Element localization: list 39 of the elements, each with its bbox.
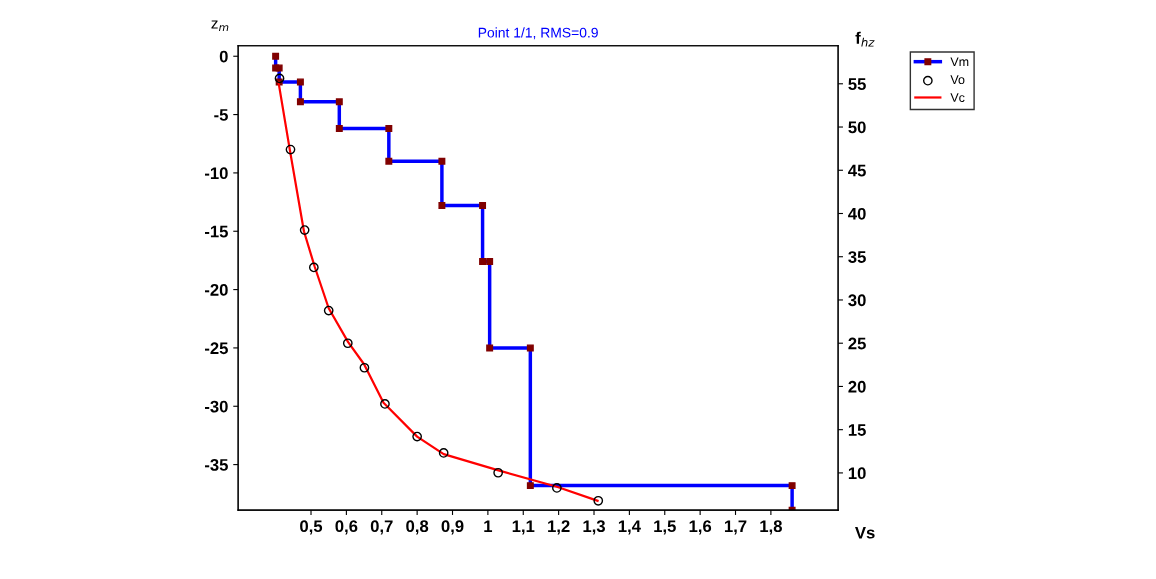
y2-tick-label: 10	[848, 467, 866, 480]
chart-title: Point 1/1, RMS=0.9	[478, 27, 598, 40]
x-tick-label: 1,1	[512, 520, 535, 535]
x-tick-label: 1,2	[548, 520, 570, 535]
y-axis-title: z$_{m}$	[211, 20, 229, 32]
y2-tick-label: 15	[848, 424, 866, 436]
y2-tick-label: 55	[848, 78, 866, 90]
x-tick-label: 0,6	[335, 520, 358, 535]
x-tick-label: 1	[484, 520, 493, 532]
y-tick-label: 0	[219, 50, 228, 63]
y2-tick-label: 25	[848, 337, 866, 350]
y-tick-label: -15	[204, 225, 228, 238]
x-tick-label: 0,5	[300, 520, 323, 535]
y-tick-label: -35	[204, 459, 228, 471]
x-tick-label: 0,8	[406, 520, 429, 535]
y-tick-label: -30	[204, 400, 228, 413]
y2-tick-label: 45	[848, 164, 866, 177]
x-tick-label: 1,5	[654, 520, 676, 535]
x-tick-label: 0,7	[370, 520, 393, 535]
y2-tick-label: 30	[848, 294, 866, 307]
x-tick-label: 1,8	[760, 520, 782, 535]
y-tick-label: -10	[204, 167, 228, 180]
x-tick-label: 0,9	[441, 520, 464, 535]
y2-tick-label: 35	[848, 251, 866, 263]
x-tick-label: 1,4	[618, 520, 641, 535]
x-tick-label: 1,3	[583, 520, 605, 535]
x-tick-label: 1,7	[724, 520, 747, 535]
y2-axis-title: f$_{hz}$	[855, 31, 875, 47]
y-tick-label: -20	[204, 283, 228, 296]
y-tick-label: -25	[204, 342, 228, 355]
legend-label: Vc	[950, 93, 965, 102]
x-tick-label: 1,6	[689, 520, 712, 535]
y2-tick-label: 50	[848, 121, 866, 134]
legend-label: Vm	[950, 57, 969, 67]
y-tick-label: -5	[214, 109, 228, 121]
y2-tick-label: 20	[848, 380, 866, 393]
x-axis-title: Vs	[855, 526, 875, 539]
y2-tick-label: 40	[848, 207, 866, 220]
legend-label: Vo	[950, 75, 965, 85]
